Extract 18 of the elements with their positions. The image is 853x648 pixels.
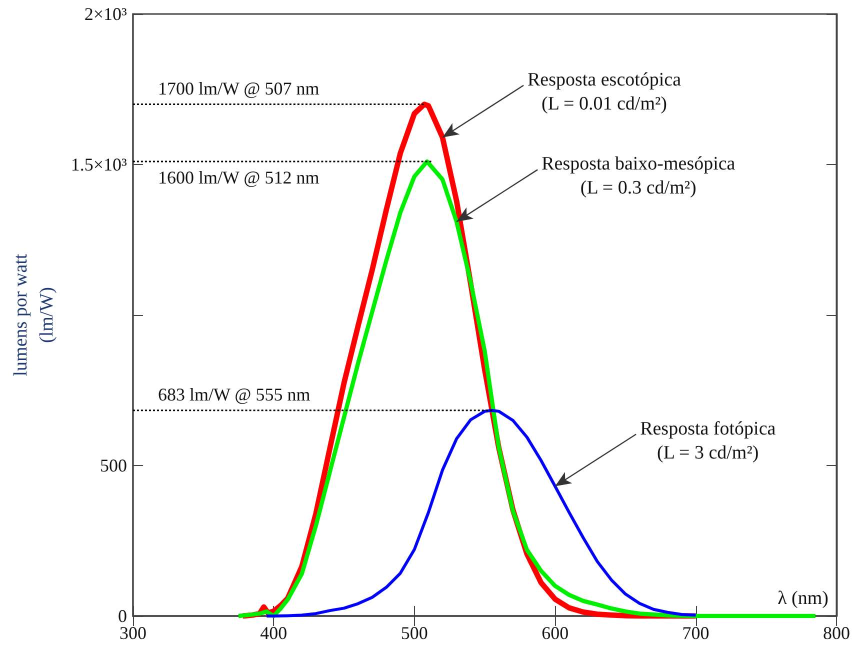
x-tick-label: 800 [823, 623, 850, 643]
x-tick-label: 300 [119, 623, 146, 643]
series-label: 1600 lm/W @ 512 nm [158, 167, 320, 188]
y-axis-title: lumens por watt (lm/W) [10, 253, 58, 376]
x-tick-label: 600 [542, 623, 569, 643]
y-tick-label: 0 [118, 606, 127, 626]
y-tick-label: 2×10³ [84, 4, 128, 24]
x-tick-label: 400 [260, 623, 288, 643]
series-label: 683 lm/W @ 555 nm [158, 384, 310, 404]
series-label: 1700 lm/W @ 507 nm [158, 78, 320, 98]
y-tick-label: 1.5×10³ [70, 154, 128, 174]
x-axis-title: λ (nm) [778, 588, 828, 609]
annotation: Resposta escotópica (L = 0.01 cd/m²) [528, 69, 682, 114]
y-tick-label: 500 [100, 456, 127, 476]
annotation: Resposta baixo-mesópica (L = 0.3 cd/m²) [542, 154, 736, 199]
x-tick-label: 700 [682, 623, 710, 643]
x-tick-label: 500 [400, 623, 428, 643]
annotation: Resposta fotópica (L = 3 cd/m²) [640, 418, 776, 464]
